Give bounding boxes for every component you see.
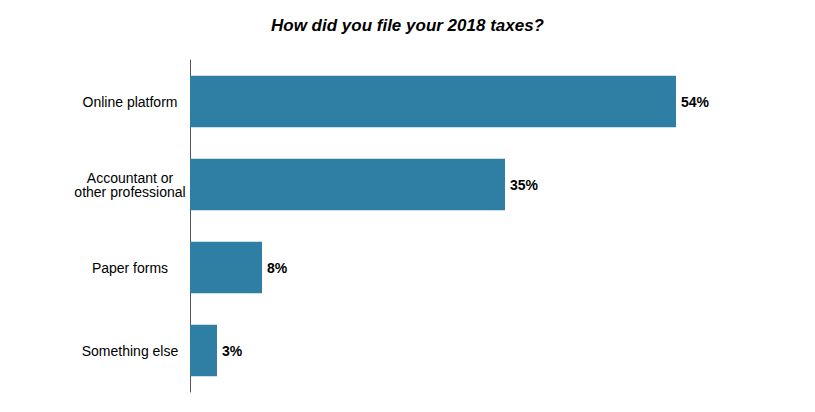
svg-text:Accountant or: Accountant or xyxy=(86,169,174,186)
svg-text:Something else: Something else xyxy=(82,343,179,359)
svg-text:Paper forms: Paper forms xyxy=(92,260,168,276)
svg-text:other professional: other professional xyxy=(74,184,185,200)
svg-text:35%: 35% xyxy=(510,177,539,193)
svg-text:8%: 8% xyxy=(267,260,288,276)
svg-text:54%: 54% xyxy=(681,94,710,110)
svg-text:3%: 3% xyxy=(222,343,243,359)
svg-text:Online platform: Online platform xyxy=(83,94,178,110)
svg-text:How did you file your 2018 tax: How did you file your 2018 taxes? xyxy=(271,16,545,35)
